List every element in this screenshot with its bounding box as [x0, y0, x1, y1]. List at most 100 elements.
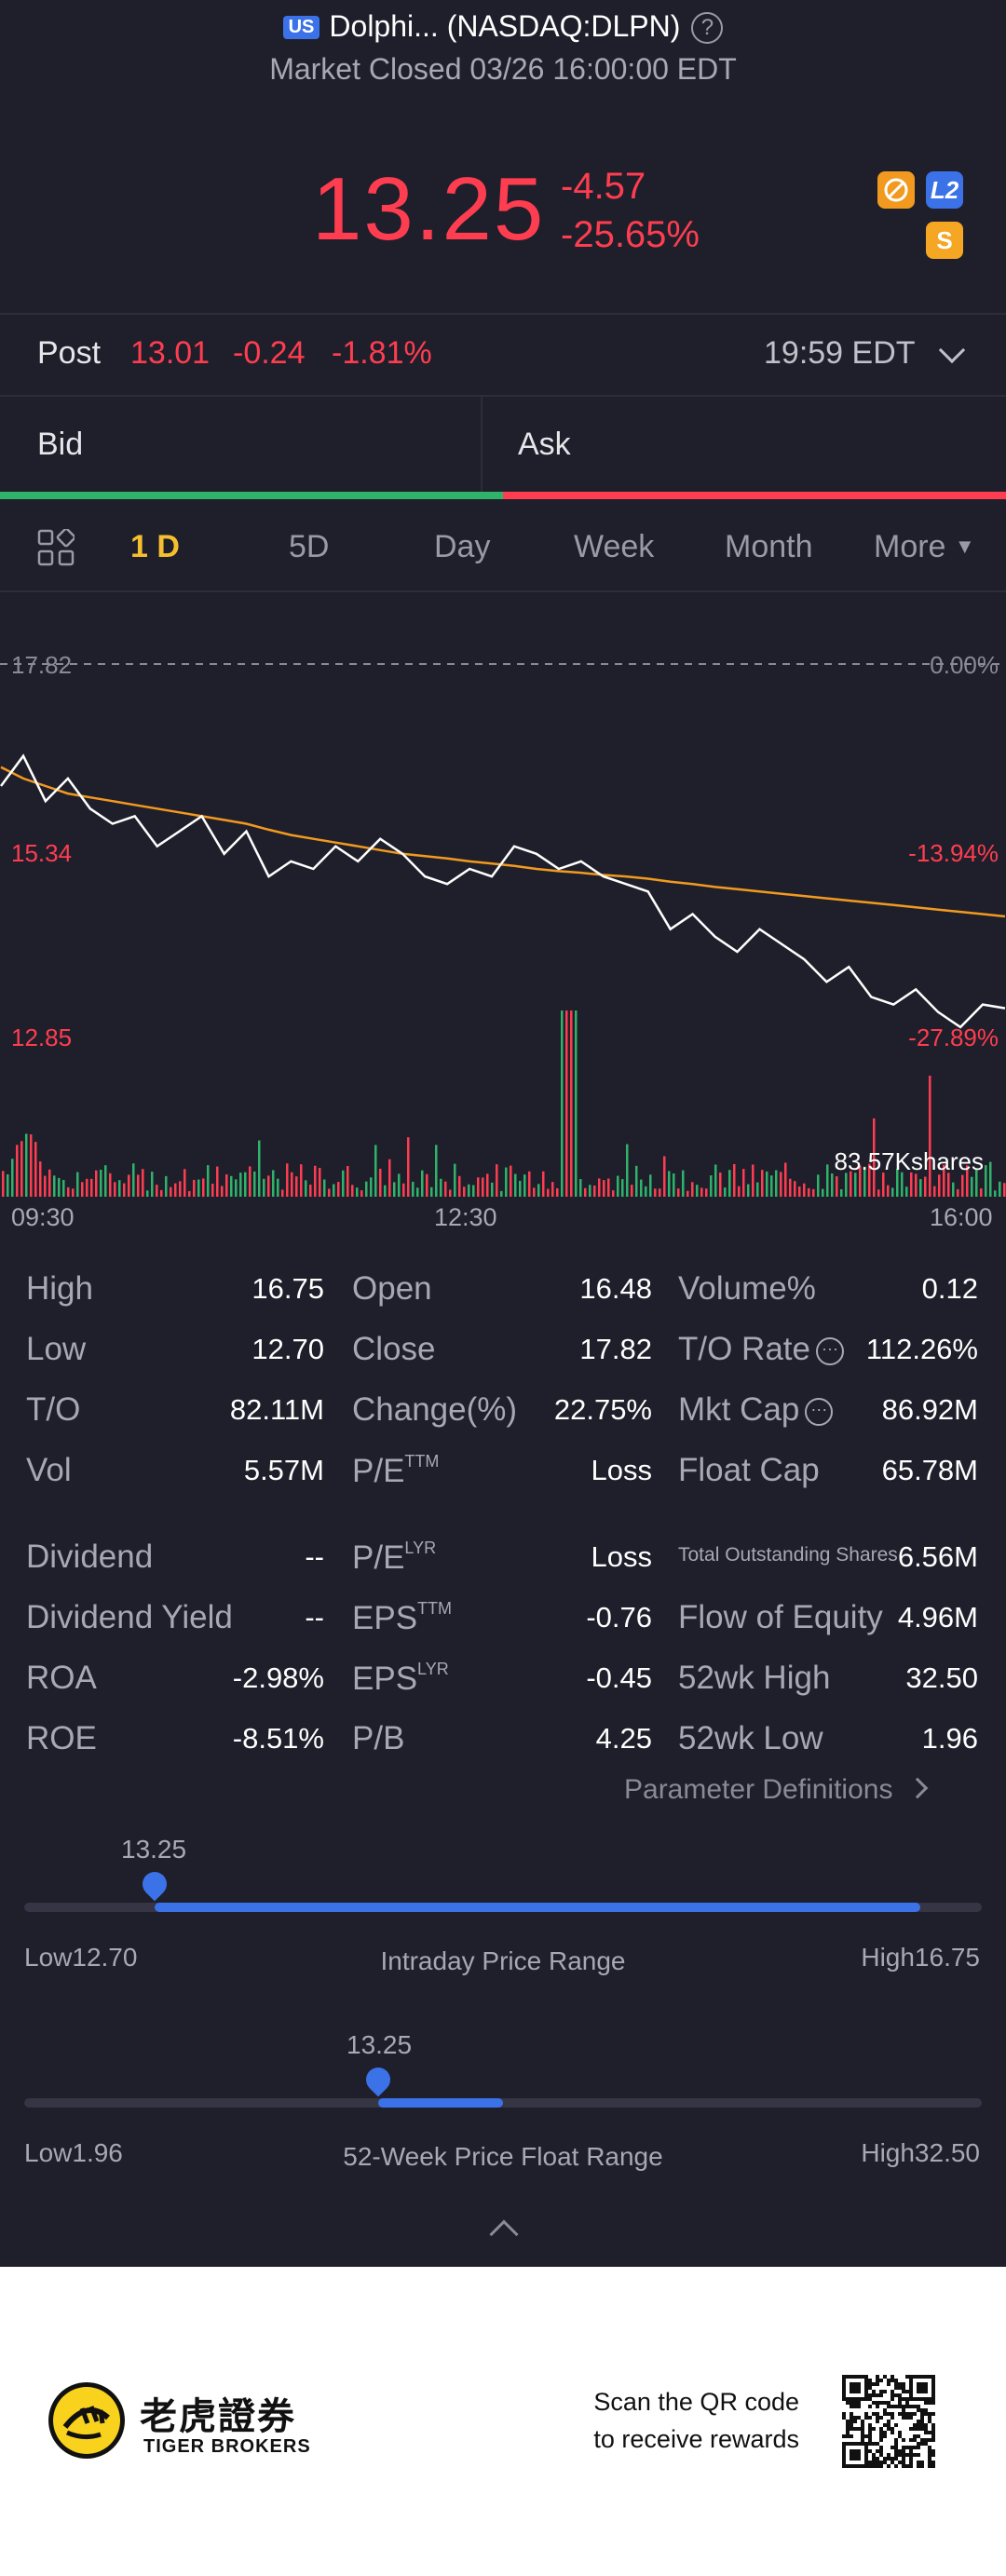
stat-label-to-rate[interactable]: T/O Rate ···: [678, 1331, 844, 1368]
divider: [0, 313, 1006, 315]
volume-bar: [34, 1142, 37, 1197]
volume-bar: [114, 1182, 116, 1197]
volume-bar: [812, 1188, 815, 1197]
chevron-down-icon[interactable]: [938, 336, 966, 364]
volume-bar: [510, 1165, 512, 1197]
ask-bar: [503, 492, 1006, 499]
volume-bar: [305, 1180, 307, 1197]
volume-bar: [291, 1172, 293, 1197]
bid-label: Bid: [37, 427, 84, 462]
more-icon[interactable]: ···: [815, 1337, 844, 1365]
volume-bar: [733, 1163, 736, 1197]
help-icon[interactable]: ?: [691, 12, 724, 44]
stat-label: Open: [352, 1270, 432, 1307]
volume-bars: [2, 1010, 1006, 1197]
volume-bar: [328, 1188, 331, 1197]
volume-bar: [58, 1177, 61, 1197]
more-icon[interactable]: ···: [805, 1398, 834, 1426]
volume-bar: [347, 1165, 349, 1197]
volume-bar: [551, 1182, 554, 1197]
price-change-pct: -25.65%: [561, 214, 700, 255]
volume-bar: [989, 1161, 992, 1197]
volume-bar: [612, 1190, 615, 1197]
y-label-top-pct: 0.00%: [930, 651, 999, 679]
post-time[interactable]: 19:59 EDT: [764, 335, 916, 371]
volume-bar: [123, 1183, 126, 1197]
volume-bar: [649, 1174, 652, 1197]
volume-bar: [985, 1165, 987, 1197]
stat-label: Change(%): [352, 1391, 518, 1428]
volume-bar: [62, 1179, 65, 1197]
stat-label-mkt-cap[interactable]: Mkt Cap ···: [678, 1391, 834, 1429]
s-badge[interactable]: S: [926, 222, 963, 259]
stat-label: Dividend: [26, 1539, 154, 1575]
volume-bar: [16, 1145, 19, 1197]
volume-bar: [221, 1186, 224, 1197]
volume-bar: [957, 1188, 959, 1197]
volume-bar: [67, 1186, 70, 1197]
stat-value: 6.56M: [897, 1540, 978, 1573]
volume-bar: [388, 1159, 391, 1197]
stat-label-sup: LYR: [404, 1539, 437, 1557]
volume-bar: [905, 1186, 908, 1197]
tab-day[interactable]: Day: [434, 529, 491, 564]
link-label: Parameter Definitions: [624, 1774, 893, 1805]
volume-bar: [873, 1118, 876, 1197]
volume-bar: [342, 1170, 345, 1197]
tab-month[interactable]: Month: [725, 529, 813, 564]
range-marker-icon: [137, 1866, 171, 1902]
volume-bar: [402, 1183, 405, 1197]
volume-bar: [374, 1145, 377, 1197]
volume-bar: [519, 1180, 522, 1197]
volume-bar: [53, 1175, 56, 1197]
stat-value: 0.12: [921, 1272, 978, 1305]
volume-bar: [496, 1164, 498, 1197]
volume-bar: [994, 1190, 997, 1197]
volume-bar: [30, 1134, 33, 1197]
tab-week[interactable]: Week: [574, 529, 655, 564]
volume-bar: [244, 1172, 247, 1197]
week52-range-label: 52-Week Price Float Range: [343, 2142, 663, 2171]
parameter-definitions-link[interactable]: Parameter Definitions: [624, 1774, 929, 1806]
volume-bar: [752, 1164, 754, 1197]
volume-bar: [165, 1175, 168, 1197]
volume-bar: [919, 1179, 922, 1197]
intraday-high: High16.75: [861, 1943, 980, 1972]
volume-bar: [943, 1164, 945, 1197]
divider: [0, 395, 1006, 397]
qr-code-icon[interactable]: [842, 2375, 935, 2468]
volume-bar: [542, 1171, 545, 1197]
volume-bar: [449, 1189, 452, 1197]
stock-title[interactable]: US Dolphi... (NASDAQ:DLPN)?: [0, 9, 1006, 44]
stat-label-sup: TTM: [404, 1452, 440, 1471]
no-short-icon[interactable]: [877, 171, 915, 209]
tab-1d[interactable]: 1 D: [130, 529, 180, 564]
volume-bar: [170, 1186, 172, 1197]
chevron-up-icon[interactable]: [489, 2219, 519, 2249]
post-price: 13.01: [130, 335, 211, 371]
stat-value: -2.98%: [232, 1661, 324, 1694]
volume-bar: [766, 1171, 768, 1197]
level2-badge[interactable]: L2: [926, 171, 963, 209]
volume-bar: [104, 1165, 107, 1197]
tab-more[interactable]: More ▼: [874, 529, 975, 565]
stat-label-pe-ttm: P/ETTM: [352, 1452, 439, 1490]
grid-icon[interactable]: [37, 527, 76, 566]
volume-bar: [687, 1190, 689, 1197]
volume-bar: [249, 1166, 252, 1197]
intraday-chart[interactable]: 17.82 0.00% 15.34 -13.94% 12.85 -27.89% …: [0, 596, 1006, 1211]
y-label-bottom: 12.85: [11, 1024, 72, 1051]
volume-bar: [202, 1178, 205, 1197]
market-status: Market Closed 03/26 16:00:00 EDT: [269, 52, 737, 86]
volume-bar: [486, 1173, 489, 1197]
volume-bar: [831, 1173, 834, 1197]
volume-bar: [565, 1010, 568, 1197]
volume-bar: [356, 1187, 359, 1197]
volume-bar: [440, 1178, 442, 1197]
range-marker-icon: [360, 2062, 396, 2097]
volume-bar: [468, 1184, 470, 1197]
volume-bar: [207, 1165, 210, 1197]
tab-5d[interactable]: 5D: [289, 529, 330, 564]
volume-bar: [491, 1182, 494, 1197]
week52-high: High32.50: [861, 2138, 980, 2167]
